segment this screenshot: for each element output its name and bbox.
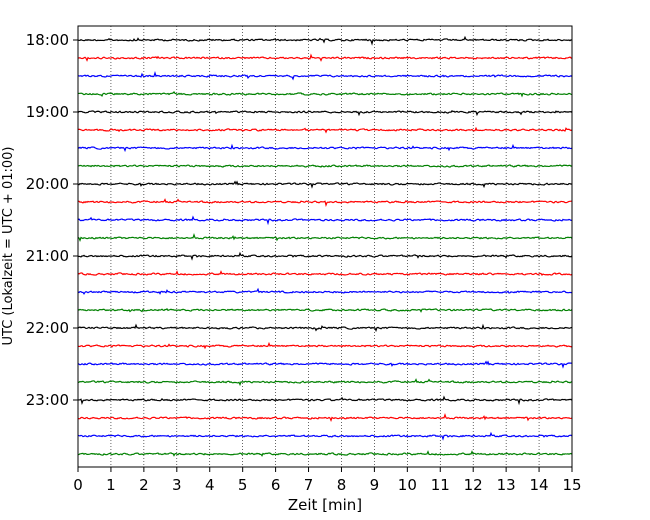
y-axis: 18:00 19:00 20:00 21:00 22:00 23:00 bbox=[26, 31, 78, 409]
seismic-trace bbox=[77, 412, 573, 422]
seismic-trace bbox=[77, 180, 573, 189]
seismic-trace bbox=[77, 53, 573, 62]
seismic-trace bbox=[77, 215, 573, 226]
x-tick-label: 6 bbox=[271, 476, 281, 494]
x-tick-label: 7 bbox=[304, 476, 314, 494]
seismic-trace bbox=[77, 91, 573, 98]
seismic-traces bbox=[77, 35, 573, 457]
x-tick-label: 5 bbox=[238, 476, 248, 494]
x-tick-label: 8 bbox=[337, 476, 347, 494]
seismic-trace bbox=[77, 378, 573, 387]
x-tick-label: 0 bbox=[73, 476, 83, 494]
x-tick-label: 2 bbox=[139, 476, 149, 494]
x-tick-label: 11 bbox=[431, 476, 450, 494]
x-tick-label: 1 bbox=[106, 476, 116, 494]
x-tick-label: 13 bbox=[497, 476, 516, 494]
y-tick-label: 22:00 bbox=[26, 319, 69, 337]
x-tick-label: 10 bbox=[398, 476, 417, 494]
seismic-trace bbox=[77, 323, 573, 333]
seismic-trace bbox=[77, 251, 573, 261]
seismic-trace bbox=[77, 360, 573, 369]
seismic-trace bbox=[77, 287, 573, 295]
x-tick-label: 9 bbox=[370, 476, 380, 494]
seismic-trace bbox=[77, 431, 573, 441]
seismic-trace bbox=[77, 71, 573, 81]
y-axis-title: UTC (Lokalzeit = UTC + 01:00) bbox=[1, 147, 16, 346]
plot-frame bbox=[77, 25, 573, 468]
y-tick-label: 19:00 bbox=[26, 103, 69, 121]
x-tick-label: 4 bbox=[205, 476, 215, 494]
x-tick-label: 14 bbox=[530, 476, 549, 494]
y-tick-label: 21:00 bbox=[26, 247, 69, 265]
seismic-trace bbox=[77, 143, 573, 153]
seismic-trace bbox=[77, 308, 573, 313]
seismic-trace bbox=[77, 35, 573, 46]
seismic-trace bbox=[77, 110, 573, 117]
seismic-trace bbox=[77, 164, 573, 168]
x-axis: 0 1 2 3 4 5 6 7 8 9 10 11 12 13 14 15 bbox=[73, 467, 582, 494]
y-tick-label: 20:00 bbox=[26, 175, 69, 193]
seismic-trace bbox=[77, 198, 573, 208]
plot-area bbox=[78, 26, 572, 467]
seismic-trace bbox=[77, 341, 573, 350]
y-tick-label: 23:00 bbox=[26, 391, 69, 409]
x-tick-label: 3 bbox=[172, 476, 182, 494]
x-axis-title: Zeit [min] bbox=[288, 496, 362, 514]
seismic-trace bbox=[77, 126, 573, 134]
seismic-trace bbox=[77, 270, 573, 277]
x-tick-label: 15 bbox=[562, 476, 581, 494]
x-tick-label: 12 bbox=[464, 476, 483, 494]
y-tick-label: 18:00 bbox=[26, 31, 69, 49]
seismic-trace bbox=[77, 232, 573, 242]
seismic-trace bbox=[77, 395, 573, 406]
seismic-trace bbox=[77, 450, 573, 457]
